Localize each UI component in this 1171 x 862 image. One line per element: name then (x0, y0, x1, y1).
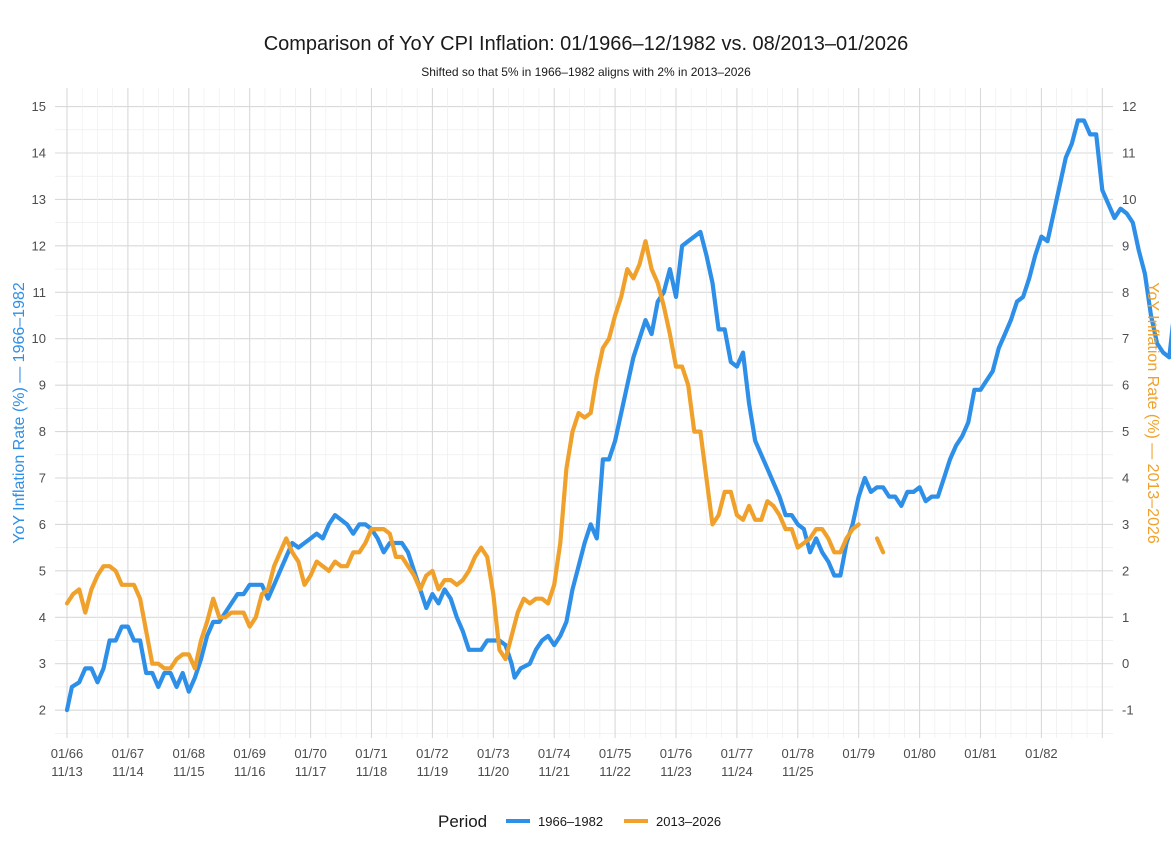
legend-label-1966-1982: 1966–1982 (538, 814, 603, 829)
x-tick-label-top: 01/76 (660, 746, 693, 761)
x-tick-label-bottom: 11/25 (782, 764, 814, 779)
x-tick-label-bottom: 11/14 (112, 764, 144, 779)
x-tick-label-top: 01/74 (538, 746, 571, 761)
x-tick-label-top: 01/69 (233, 746, 266, 761)
y-tick-right-label: 5 (1122, 424, 1129, 439)
y-tick-right-label: 3 (1122, 517, 1129, 532)
y-tick-left-label: 5 (39, 563, 46, 578)
legend-label-2013-2026: 2013–2026 (656, 814, 721, 829)
y-tick-right-label: 4 (1122, 471, 1129, 486)
series-line-1966-1982 (64, 118, 1171, 713)
y-tick-right-label: 10 (1122, 192, 1136, 207)
y-tick-left-label: 7 (39, 471, 46, 486)
y-tick-right-label: 9 (1122, 238, 1129, 253)
x-tick-label-top: 01/71 (355, 746, 388, 761)
x-tick-label-top: 01/66 (51, 746, 84, 761)
chart-title: Comparison of YoY CPI Inflation: 01/1966… (264, 33, 909, 55)
y-tick-left-label: 10 (32, 331, 46, 346)
x-tick-label-top: 01/82 (1025, 746, 1058, 761)
series-lines (64, 118, 1171, 713)
series-line-2013-2026 (64, 239, 861, 671)
y-tick-left-label: 11 (33, 285, 47, 300)
y-tick-left-label: 14 (32, 146, 46, 161)
y-tick-left-label: 13 (32, 192, 46, 207)
y-tick-right-label: 0 (1122, 656, 1129, 671)
x-tick-label-bottom: 11/18 (356, 764, 388, 779)
y-axis-left-ticks: 2 3 4 5 6 7 8 9 10 11 12 13 14 15 (32, 99, 46, 718)
gridlines (55, 88, 1113, 738)
x-tick-label-top: 01/70 (294, 746, 327, 761)
x-tick-label-bottom: 11/20 (478, 764, 510, 779)
x-tick-label-top: 01/78 (782, 746, 815, 761)
x-tick-label-top: 01/68 (173, 746, 206, 761)
x-tick-label-bottom: 11/13 (51, 764, 83, 779)
y-tick-right-label: 12 (1122, 99, 1136, 114)
x-tick-label-bottom: 11/22 (599, 764, 631, 779)
y-tick-left-label: 9 (39, 378, 46, 393)
legend-title: Period (438, 812, 487, 831)
y-tick-left-label: 8 (39, 424, 46, 439)
plot-panel (55, 88, 1113, 738)
y-tick-left-label: 12 (32, 238, 46, 253)
x-tick-label-top: 01/75 (599, 746, 632, 761)
x-tick-label-bottom: 11/16 (234, 764, 266, 779)
y-axis-left-label: YoY Inflation Rate (%) — 1966–1982 (11, 282, 28, 544)
y-tick-right-label: 8 (1122, 285, 1129, 300)
x-tick-label-top: 01/67 (112, 746, 145, 761)
x-tick-label-top: 01/80 (903, 746, 936, 761)
legend: Period 1966–1982 2013–2026 (438, 812, 721, 831)
y-tick-right-label: 11 (1122, 146, 1136, 161)
y-tick-left-label: 15 (32, 99, 46, 114)
x-tick-label-top: 01/72 (416, 746, 449, 761)
y-tick-left-label: 4 (39, 610, 46, 625)
y-tick-right-label: 7 (1122, 331, 1129, 346)
y-tick-right-label: 6 (1122, 378, 1129, 393)
y-tick-right-label: -1 (1122, 703, 1134, 718)
chart-subtitle: Shifted so that 5% in 1966–1982 aligns w… (421, 65, 751, 79)
x-axis-ticks: 01/66 11/13 01/67 11/14 01/68 11/15 01/69 11/16… (51, 746, 1058, 779)
x-tick-label-bottom: 11/24 (721, 764, 753, 779)
y-tick-left-label: 2 (39, 703, 46, 718)
x-tick-label-top: 01/77 (721, 746, 754, 761)
y-axis-right-label: YoY Inflation Rate (%) — 2013–2026 (1144, 282, 1161, 544)
x-tick-label-bottom: 11/23 (660, 764, 692, 779)
series-line-2013-2026 (874, 536, 886, 555)
x-tick-label-bottom: 11/15 (173, 764, 205, 779)
y-tick-left-label: 6 (39, 517, 46, 532)
x-tick-label-top: 01/81 (964, 746, 997, 761)
x-tick-label-top: 01/79 (842, 746, 875, 761)
x-tick-label-bottom: 11/17 (295, 764, 327, 779)
x-tick-label-bottom: 11/19 (417, 764, 449, 779)
y-tick-left-label: 3 (39, 656, 46, 671)
x-tick-label-top: 01/73 (477, 746, 510, 761)
y-tick-right-label: 2 (1122, 563, 1129, 578)
y-tick-right-label: 1 (1122, 610, 1129, 625)
x-tick-label-bottom: 11/21 (538, 764, 570, 779)
